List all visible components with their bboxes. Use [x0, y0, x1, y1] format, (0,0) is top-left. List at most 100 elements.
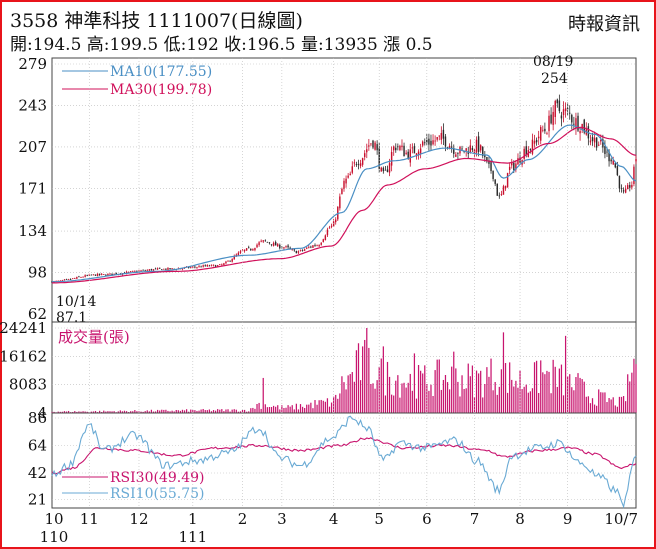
volume-bar — [279, 409, 281, 413]
candle-body — [440, 133, 443, 140]
candle-body — [330, 225, 333, 227]
candle-body — [535, 139, 538, 143]
candle-body — [550, 114, 552, 124]
candle-body — [558, 100, 561, 112]
candle-body — [372, 140, 374, 148]
volume-bar — [544, 374, 546, 413]
candle-body — [513, 162, 515, 171]
candle-body — [107, 273, 109, 276]
candle-body — [316, 245, 318, 247]
volume-bar — [614, 405, 616, 413]
candle-body — [374, 142, 376, 150]
volume-bar — [428, 390, 430, 413]
x-tick-label: 12 — [129, 510, 148, 528]
volume-bar — [140, 411, 142, 413]
volume-bar — [494, 381, 496, 413]
candle-body — [469, 145, 472, 154]
candle-body — [262, 240, 264, 242]
candle-body — [312, 245, 314, 248]
volume-bar — [210, 411, 213, 413]
volume-bar — [318, 400, 320, 413]
candle-body — [595, 137, 598, 148]
volume-bar — [320, 399, 322, 413]
x-tick-label: 10 — [44, 510, 63, 528]
volume-bar — [393, 395, 395, 413]
candle-body — [519, 156, 521, 163]
price-tick-label: 207 — [18, 138, 47, 156]
candle-body — [461, 148, 463, 150]
volume-bar — [159, 410, 161, 413]
candle-body — [237, 252, 240, 256]
volume-bar — [67, 410, 70, 413]
volume-bar — [94, 410, 97, 413]
volume-bar — [413, 353, 416, 413]
volume-bar — [123, 410, 126, 413]
volume-bar — [339, 393, 341, 413]
volume-bar — [467, 363, 469, 413]
candle-body — [291, 249, 293, 251]
volume-bar — [250, 408, 252, 413]
candle-body — [67, 278, 70, 280]
x-tick-label: 3 — [277, 510, 287, 528]
candle-body — [411, 147, 414, 149]
candle-body — [392, 146, 395, 151]
candle-body — [455, 154, 457, 157]
volume-bar — [252, 407, 254, 413]
volume-bar — [204, 410, 206, 413]
candle-body — [531, 139, 534, 154]
candle-body — [212, 264, 215, 266]
candle-body — [593, 137, 596, 143]
volume-bar — [610, 399, 612, 413]
candle-body — [181, 268, 184, 270]
candle-body — [515, 163, 517, 170]
candle-body — [508, 166, 511, 170]
volume-bar — [554, 366, 556, 413]
candle-body — [320, 242, 322, 245]
candle-body — [92, 274, 95, 276]
volume-bar — [341, 376, 343, 413]
volume-bar — [397, 375, 399, 413]
candle-body — [490, 162, 492, 171]
volume-bar — [608, 398, 610, 413]
candle-body — [608, 151, 610, 162]
candle-body — [103, 274, 105, 275]
x-tick-label: 4 — [329, 510, 339, 528]
candle-body — [496, 183, 498, 196]
candle-body — [127, 271, 130, 273]
candle-body — [376, 144, 378, 151]
volume-bar — [465, 388, 467, 413]
volume-bar — [583, 381, 585, 413]
candle-body — [74, 278, 76, 279]
candle-body — [208, 265, 211, 267]
candle-body — [529, 148, 532, 150]
volume-bar — [221, 409, 223, 413]
volume-bar — [618, 396, 621, 413]
candle-body — [100, 273, 103, 275]
candle-body — [318, 245, 320, 247]
volume-bar — [627, 374, 629, 413]
candle-body — [308, 246, 310, 248]
volume-bar — [76, 411, 78, 413]
volume-bar — [616, 406, 618, 413]
rsi-legend-label: RSI10(55.75) — [110, 486, 204, 502]
candle-body — [80, 277, 82, 278]
volume-bar — [239, 411, 242, 413]
candle-body — [270, 244, 273, 246]
candle-body — [283, 247, 285, 249]
volume-bar — [335, 394, 337, 413]
candle-body — [148, 269, 151, 271]
candle-body — [475, 139, 478, 153]
volume-bar — [426, 384, 428, 413]
volume-bar — [357, 343, 360, 413]
volume-bar — [152, 411, 155, 413]
candle-body — [548, 115, 550, 132]
candle-body — [260, 240, 262, 242]
volume-bar — [148, 411, 150, 413]
candle-body — [579, 131, 581, 134]
rsi-tick-label: 86 — [28, 409, 47, 427]
volume-bar — [446, 382, 449, 413]
volume-bar — [243, 409, 246, 413]
volume-bar — [161, 409, 163, 413]
candle-body — [357, 164, 360, 165]
